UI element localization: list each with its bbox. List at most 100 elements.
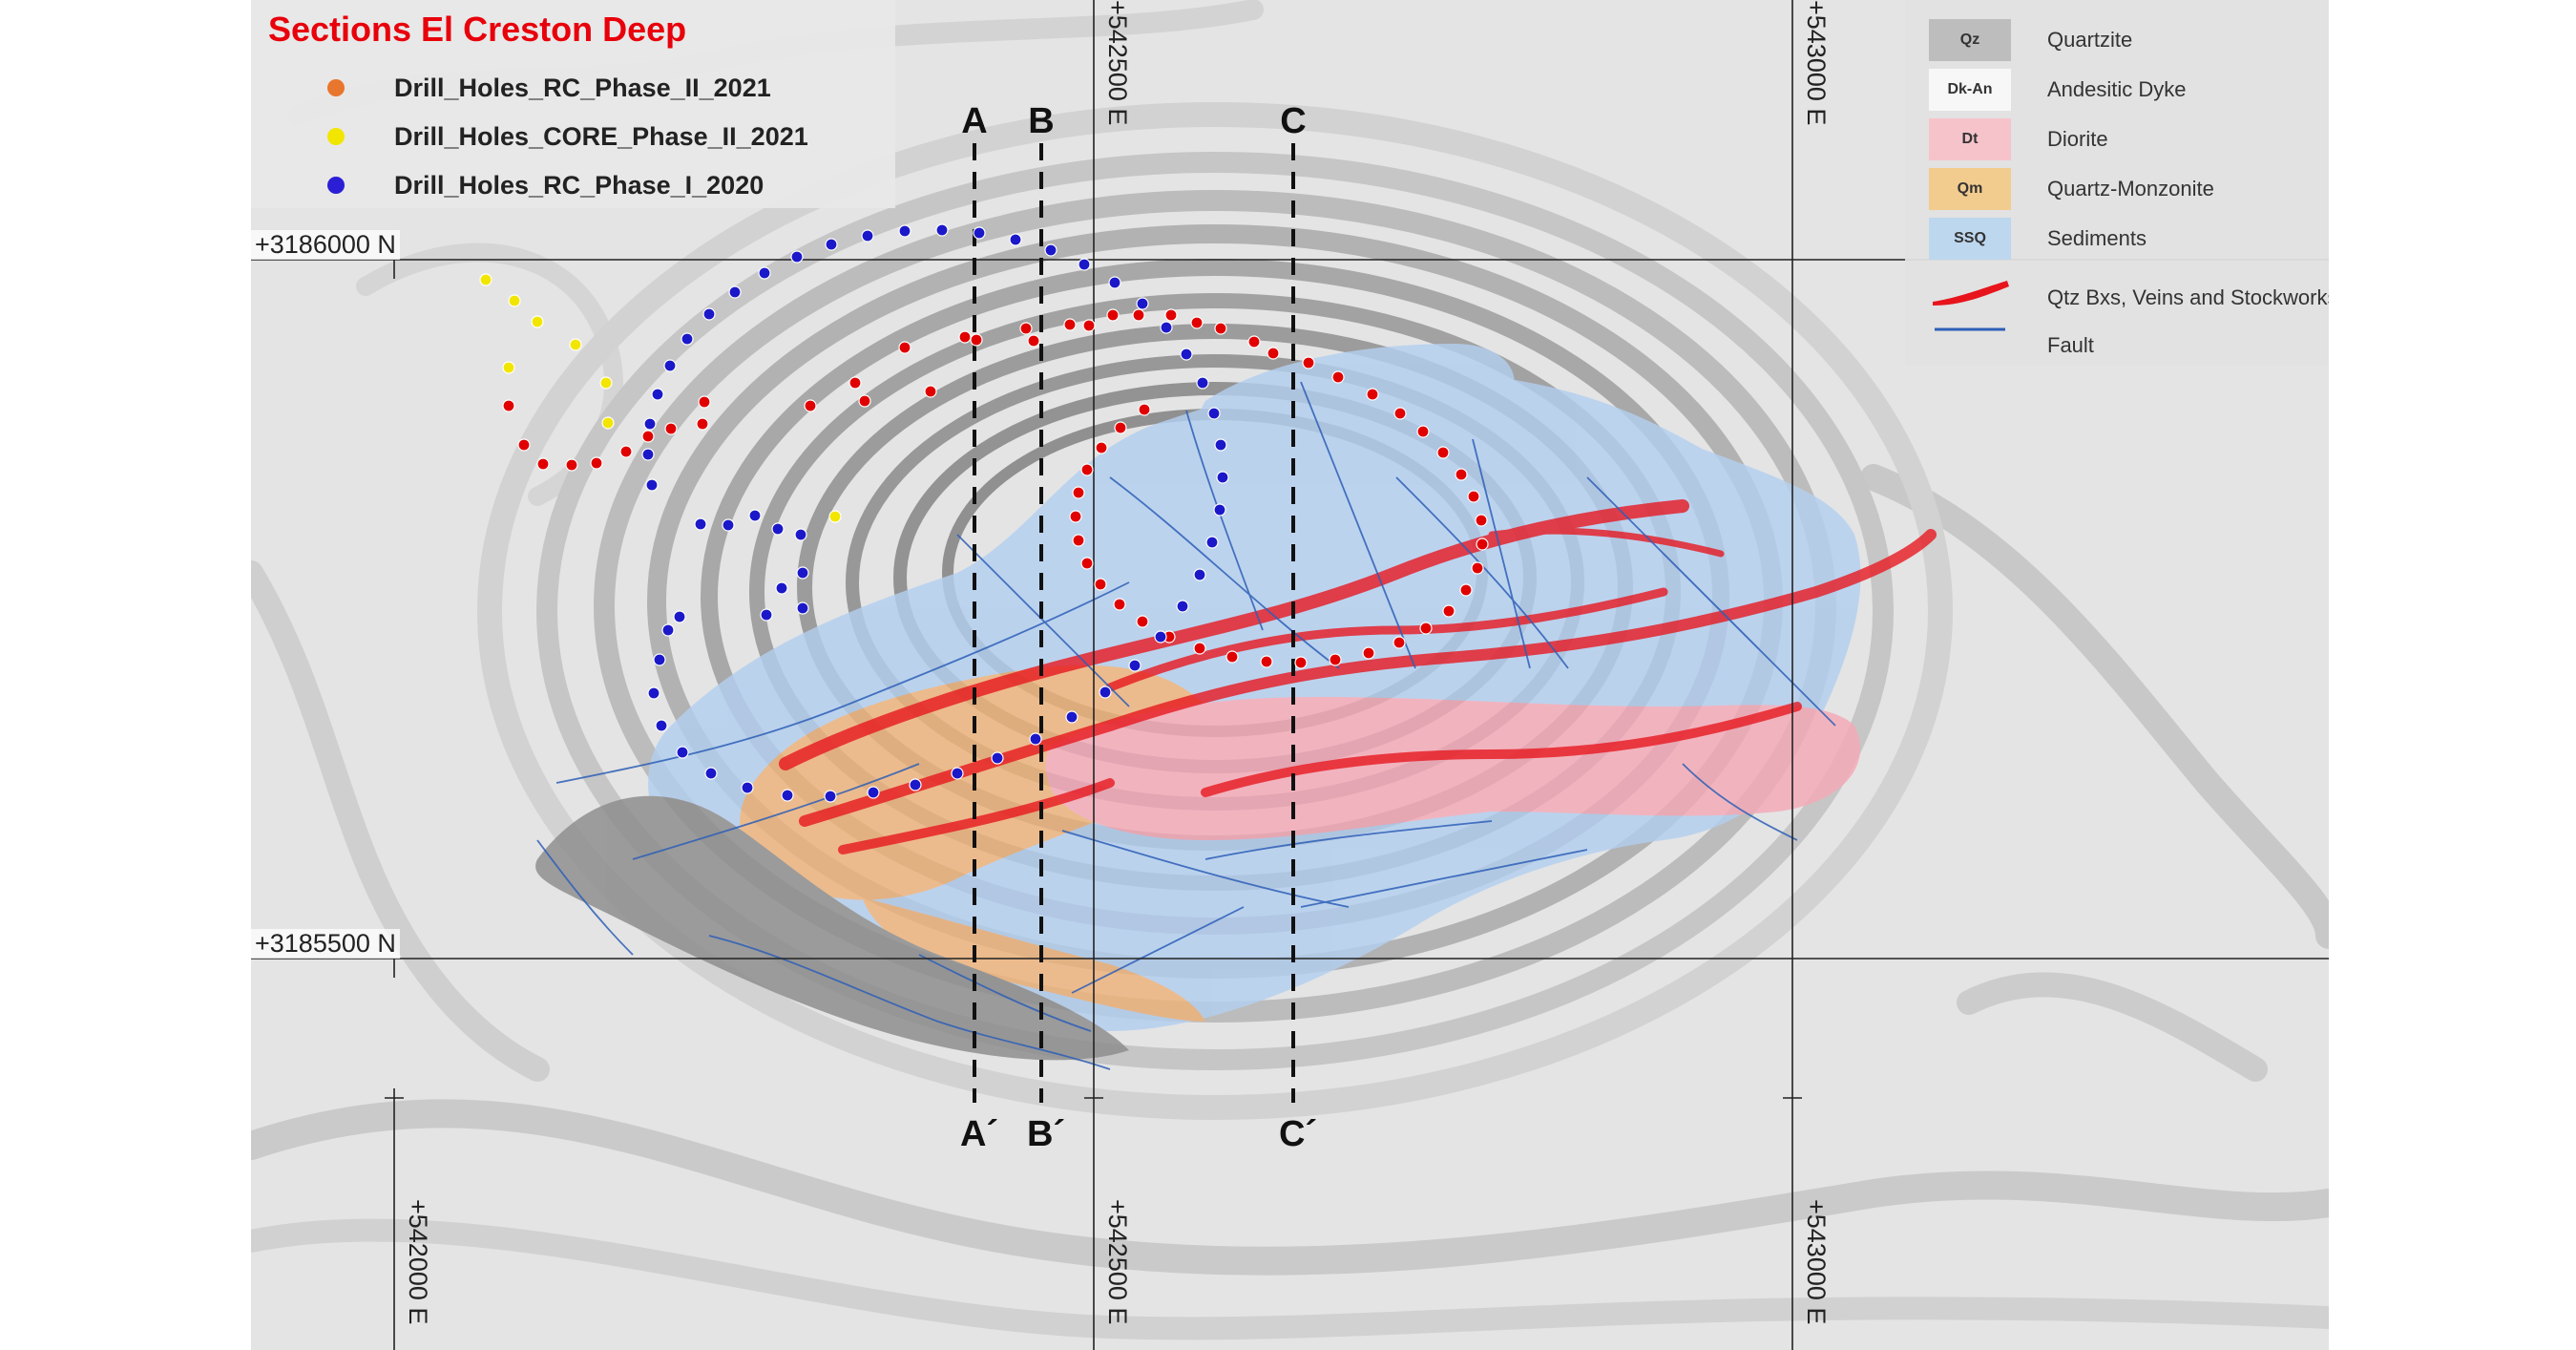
drill-hole-collar (722, 518, 735, 532)
legend-item-quartz-monzonite: Qm Quartz-Monzonite (1929, 168, 2214, 210)
legend-item-andesitic-dyke: Dk-An Andesitic Dyke (1929, 69, 2187, 111)
drill-hole-collar (1065, 710, 1079, 724)
drill-hole-collar (1190, 316, 1204, 329)
drill-hole-collar (1106, 308, 1120, 322)
vein-symbol-icon (1929, 277, 2011, 319)
drill-hole-collar (1459, 583, 1473, 597)
drill-hole-collar (1419, 622, 1433, 635)
drill-hole-collar (1436, 446, 1450, 459)
drill-hole-collar (909, 778, 922, 791)
drill-hole-collar (796, 566, 809, 580)
easting-label-bottom-543000: +543000 E (1802, 1199, 1831, 1325)
drill-hole-collar (1069, 510, 1082, 523)
drill-hole-collar (673, 610, 686, 623)
legend-label: Quartzite (2047, 28, 2133, 52)
drill-hole-collar (1455, 468, 1468, 481)
drill-holes (479, 223, 1489, 803)
drill-hole-collar (1442, 604, 1456, 618)
drill-hole-collar (1108, 276, 1121, 289)
drill-hole-collar (664, 422, 678, 435)
drill-hole-collar (1080, 463, 1094, 476)
drill-hole-collar (1467, 490, 1480, 503)
drill-hole-collar (794, 528, 807, 541)
drill-hole-collar (651, 388, 664, 401)
legend-label: Quartz-Monzonite (2047, 177, 2214, 200)
geology-units (535, 344, 1861, 1061)
drill-hole-collar (898, 224, 911, 238)
yellow-dot-icon (327, 128, 345, 145)
drill-hole-collar (1416, 425, 1430, 438)
drill-hole-collar (698, 395, 711, 409)
blue-dot-icon (327, 177, 345, 194)
orange-dot-icon (327, 79, 345, 96)
drill-hole-collar (1260, 655, 1273, 668)
legend-item-rc-2020: Drill_Holes_RC_Phase_I_2020 (327, 166, 764, 204)
drill-hole-collar (1132, 308, 1145, 322)
drill-hole-collar (748, 509, 762, 522)
drill-hole-collar (867, 786, 880, 799)
drill-hole-legend: Sections El Creston Deep Drill_Holes_RC_… (251, 0, 895, 208)
drill-hole-collar (663, 359, 677, 372)
drill-hole-collar (1136, 297, 1149, 310)
drill-hole-collar (1078, 258, 1091, 271)
drill-hole-collar (1205, 536, 1219, 549)
section-label-c-end: C´ (1278, 1114, 1318, 1154)
diorite-unit (1045, 697, 1861, 840)
drill-hole-collar (924, 385, 937, 398)
drill-hole-collar (861, 229, 874, 243)
faults (536, 381, 1836, 1070)
geology-legend: Qz Quartzite Dk-An Andesitic Dyke Dt Dio… (1905, 0, 2329, 365)
drill-hole-collar (1331, 370, 1345, 384)
drill-hole-collar (1366, 388, 1379, 401)
drill-hole-collar (1114, 421, 1127, 434)
drill-hole-collar (661, 623, 675, 637)
drill-hole-collar (1471, 561, 1484, 575)
drill-hole-collar (1113, 598, 1126, 611)
drill-hole-collar (973, 226, 986, 240)
drill-hole-collar (641, 430, 655, 443)
legend-item-sediments: SSQ Sediments (1929, 218, 2147, 260)
drill-hole-collar (536, 457, 550, 471)
drill-hole-collar (824, 790, 837, 803)
drill-hole-collar (1294, 656, 1308, 669)
grid-ticks (385, 260, 1802, 1350)
drill-hole-collar (760, 608, 773, 622)
drill-hole-collar (643, 417, 657, 431)
easting-label-top-543000: +543000 E (1802, 0, 1831, 126)
section-lines (973, 143, 1295, 1103)
quartzite-shadow (535, 795, 1129, 1061)
legend-item-fault: Fault (1929, 325, 2094, 367)
drill-hole-collar (1213, 503, 1226, 517)
easting-label-top-542500: +542500 E (1103, 0, 1132, 126)
section-label-b-end: B´ (1026, 1114, 1066, 1154)
drill-hole-collar (1063, 318, 1077, 331)
drill-hole-collar (1216, 471, 1229, 484)
geologic-map: +3186000 N +3185500 N +542500 E +543000 … (251, 0, 2329, 1350)
legend-label: Diorite (2047, 127, 2108, 151)
coordinate-grid (251, 0, 2329, 1350)
drill-hole-collar (502, 399, 515, 412)
drill-hole-collar (1082, 319, 1096, 332)
drill-hole-collar (804, 399, 817, 412)
andesitic-dyke-swatch: Dk-An (1929, 69, 2011, 111)
drill-hole-collar (681, 332, 694, 346)
diorite-swatch: Dt (1929, 118, 2011, 160)
legend-label: Drill_Holes_RC_Phase_I_2020 (394, 170, 764, 200)
northing-label-3185500: +3185500 N (251, 929, 400, 959)
drill-hole-collar (1476, 538, 1489, 551)
drill-hole-collar (531, 315, 544, 328)
drill-hole-collar (1072, 534, 1085, 547)
legend-item-core-2021: Drill_Holes_CORE_Phase_II_2021 (327, 117, 808, 156)
legend-item-veins: Qtz Bxs, Veins and Stockworks (1929, 277, 2329, 319)
drill-hole-collar (517, 438, 531, 452)
drill-hole-collar (1094, 578, 1107, 591)
drill-hole-collar (898, 341, 911, 354)
section-label-a-end: A´ (959, 1114, 999, 1154)
drill-hole-collar (935, 223, 949, 237)
drill-hole-collar (991, 751, 1004, 765)
drill-hole-collar (1180, 348, 1193, 361)
drill-hole-collar (1009, 233, 1022, 246)
legend-label: Sediments (2047, 226, 2147, 250)
section-label-a-start: A (961, 101, 988, 141)
